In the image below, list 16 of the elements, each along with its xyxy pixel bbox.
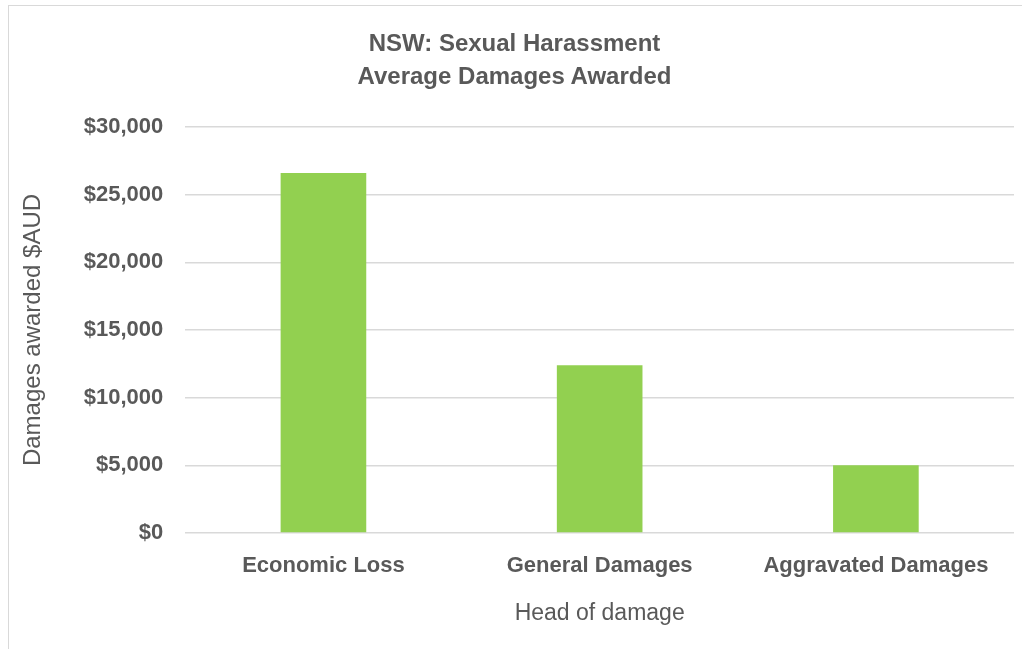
x-axis-title: Head of damage	[514, 598, 685, 625]
y-tick-label: $10,000	[83, 383, 164, 409]
x-tick-label: Economic Loss	[242, 552, 405, 578]
y-tick-label: $5,000	[96, 451, 164, 477]
y-tick-label: $15,000	[83, 316, 164, 342]
y-tick-label: $0	[138, 519, 164, 545]
y-tick-label: $20,000	[83, 248, 164, 274]
bar	[280, 173, 367, 533]
y-tick-label: $25,000	[83, 180, 164, 206]
chart-title: NSW: Sexual Harassment Average Damages Awarded	[357, 29, 672, 90]
y-tick-label: $30,000	[83, 113, 164, 139]
bar	[833, 465, 919, 533]
x-tick-label: General Damages	[506, 552, 693, 578]
bar	[556, 365, 643, 533]
y-axis-title: Damages awarded $AUD	[18, 193, 46, 467]
x-tick-label: Aggravated Damages	[763, 552, 989, 578]
